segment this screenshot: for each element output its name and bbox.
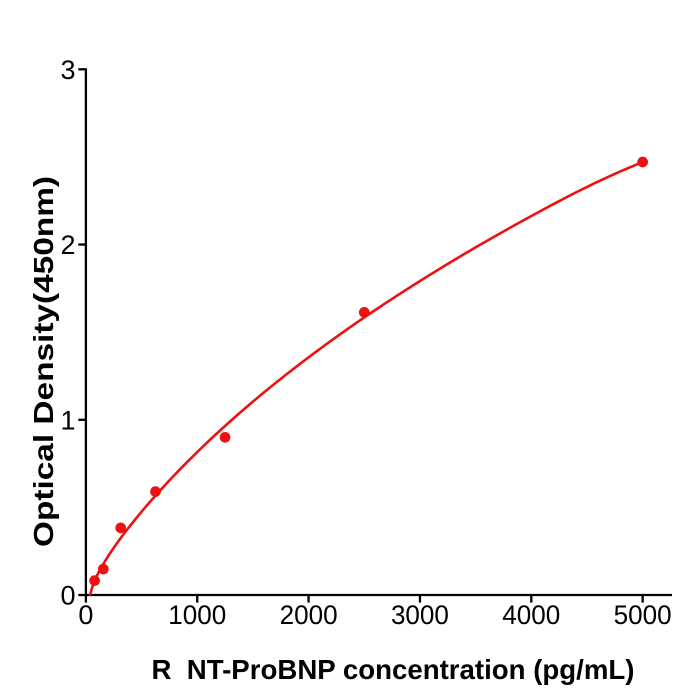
svg-text:2000: 2000 <box>280 600 338 630</box>
svg-text:Optical Density(450nm): Optical Density(450nm) <box>28 176 59 547</box>
svg-text:0: 0 <box>78 600 93 630</box>
svg-text:1000: 1000 <box>168 600 226 630</box>
svg-text:4000: 4000 <box>502 600 560 630</box>
svg-text:3000: 3000 <box>391 600 449 630</box>
svg-text:R NT-ProBNP concentration (pg: R NT-ProBNP concentration (pg/mL) <box>152 654 635 685</box>
svg-text:2: 2 <box>60 230 75 260</box>
svg-text:3: 3 <box>60 55 75 85</box>
svg-text:5000: 5000 <box>614 600 672 630</box>
svg-text:0: 0 <box>60 581 75 611</box>
svg-text:1: 1 <box>60 405 75 435</box>
